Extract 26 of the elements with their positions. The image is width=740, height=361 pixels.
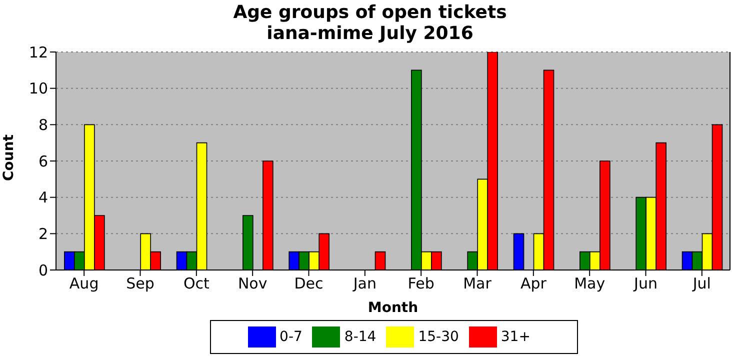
y-tick-label: 2 (38, 224, 48, 243)
x-tick-label: Sep (126, 274, 154, 293)
y-tick-label: 8 (38, 116, 48, 134)
y-tick-label: 0 (38, 261, 48, 280)
legend-label: 31+ (500, 329, 530, 346)
x-tick-label: Aug (69, 274, 99, 293)
x-tick-label: Mar (463, 274, 492, 293)
y-tick-label: 6 (38, 152, 48, 170)
x-axis-title: Month (368, 300, 418, 316)
legend-label: 0-7 (280, 329, 302, 346)
x-tick-label: May (574, 274, 606, 293)
x-tick-label: Jul (692, 274, 711, 293)
y-axis-title: Count (0, 134, 17, 181)
legend-label: 15-30 (418, 329, 459, 346)
x-tick-label: Feb (408, 274, 434, 293)
x-tick-label: Oct (183, 274, 210, 293)
x-tick-label: Apr (520, 274, 548, 293)
x-tick-label: Nov (238, 274, 268, 293)
x-tick-label: Jun (633, 274, 658, 293)
y-tick-label: 10 (28, 80, 48, 98)
chart-title: Age groups of open tickets iana-mime July 2016 (232, 2, 508, 44)
x-tick-label: Jan (352, 274, 376, 293)
legend-label: 8-14 (344, 329, 376, 346)
y-tick-label: 12 (28, 43, 48, 62)
x-tick-label: Dec (294, 274, 324, 293)
y-tick-label: 4 (38, 188, 48, 207)
